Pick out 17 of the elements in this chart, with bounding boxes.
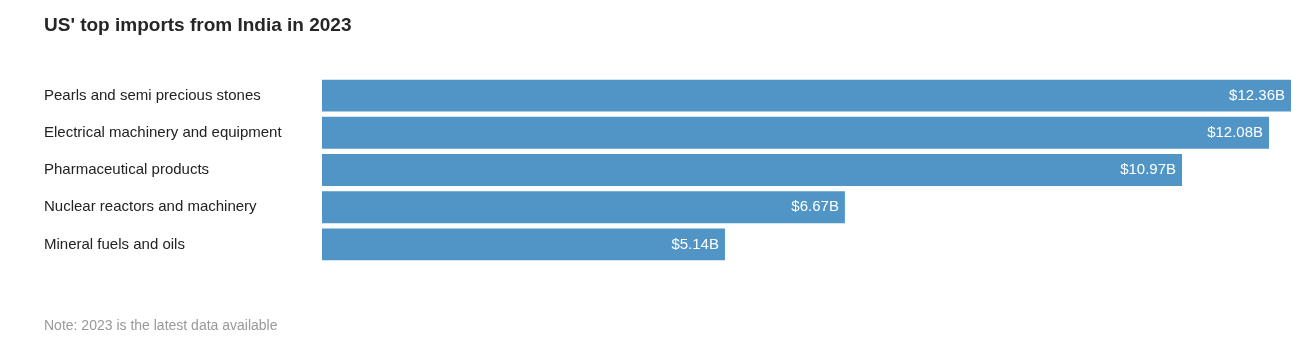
bar xyxy=(322,79,1291,112)
text: Note: 2023 is the latest data available xyxy=(44,317,278,333)
data-label: $12.08B xyxy=(1207,122,1264,140)
data-label: $10.97B xyxy=(1120,160,1177,178)
data-label: $5.14B xyxy=(671,234,719,252)
bar xyxy=(322,228,725,261)
bar xyxy=(322,154,1183,186)
bar xyxy=(322,116,1270,149)
y-tick-label: Pearls and semi precious stones xyxy=(44,85,261,103)
y-tick-label: Nuclear reactors and machinery xyxy=(44,197,258,215)
chart-title: US' top imports from India in 2023 xyxy=(44,14,352,36)
y-tick-label: Pharmaceutical products xyxy=(44,160,210,178)
data-label: $6.67B xyxy=(791,197,839,215)
data-label: $12.36B xyxy=(1229,85,1285,103)
bar xyxy=(322,191,845,224)
y-tick-label: Mineral fuels and oils xyxy=(44,234,185,252)
y-tick-label: Electrical machinery and equipment xyxy=(44,122,283,140)
